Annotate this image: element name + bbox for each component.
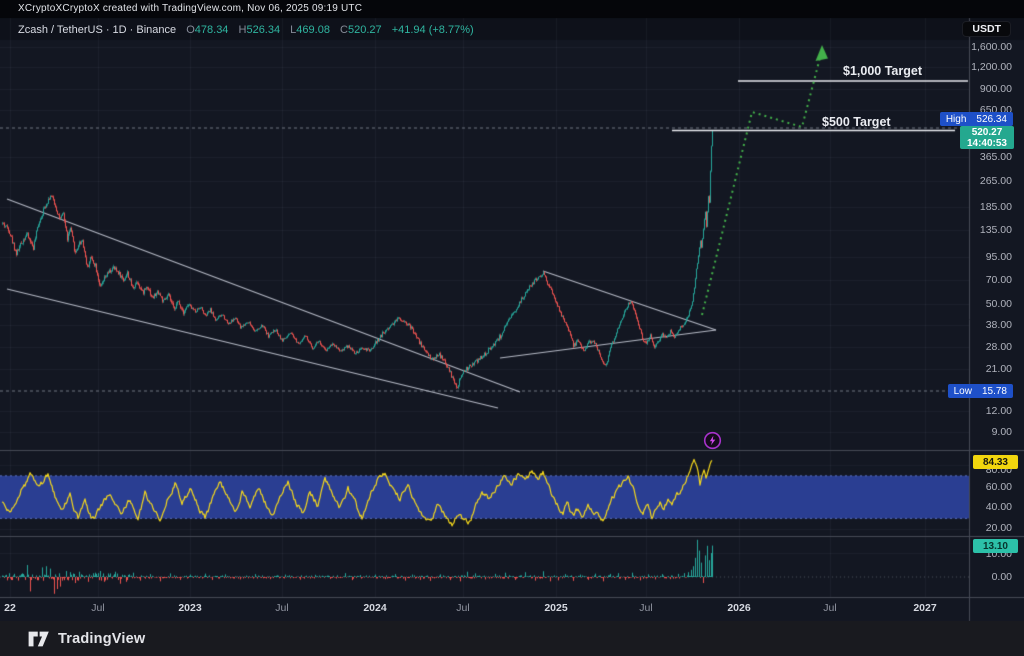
high-value: 526.34 bbox=[246, 24, 281, 36]
session-low-value: 15.78 bbox=[981, 385, 1007, 397]
session-high-badge: High 526.34 bbox=[939, 112, 1013, 126]
last-price-value: 520.27 bbox=[971, 126, 1003, 138]
session-low-badge: Low 15.78 bbox=[947, 384, 1013, 398]
currency-toggle-button[interactable]: USDT bbox=[962, 21, 1011, 37]
target-1000-annotation[interactable]: $1,000 Target bbox=[843, 64, 922, 78]
brand-strip: TradingView bbox=[0, 621, 1024, 656]
rsi-value-badge: 84.33 bbox=[972, 455, 1018, 469]
lightning-icon[interactable] bbox=[703, 431, 722, 450]
symbol-title[interactable]: Zcash / TetherUS · 1D · Binance bbox=[18, 24, 177, 36]
open-value: 478.34 bbox=[194, 24, 229, 36]
volume-value-badge: 13.10 bbox=[972, 539, 1018, 553]
symbol-header: Zcash / TetherUS · 1D · Binance O478.34 … bbox=[18, 21, 474, 39]
session-low-label: Low bbox=[953, 385, 972, 397]
target-500-annotation[interactable]: $500 Target bbox=[822, 115, 891, 129]
bar-countdown: 14:40:53 bbox=[966, 137, 1007, 149]
low-label: L bbox=[290, 24, 297, 36]
open-label: O bbox=[186, 24, 195, 36]
low-value: 469.08 bbox=[296, 24, 330, 36]
brand-name[interactable]: TradingView bbox=[58, 630, 146, 647]
attribution-bar: XCryptoXCryptoX created with TradingView… bbox=[0, 0, 1024, 18]
close-value: 520.27 bbox=[347, 24, 382, 36]
session-high-label: High bbox=[945, 113, 967, 125]
close-label: C bbox=[340, 24, 348, 36]
tradingview-logo-icon[interactable] bbox=[28, 631, 50, 647]
session-high-value: 526.34 bbox=[976, 113, 1007, 125]
change-value: +41.94 (+8.77%) bbox=[391, 24, 474, 36]
attribution-text: XCryptoXCryptoX created with TradingView… bbox=[18, 3, 363, 14]
last-price-badge: 520.27 14:40:53 bbox=[959, 126, 1014, 149]
high-label: H bbox=[238, 24, 247, 36]
